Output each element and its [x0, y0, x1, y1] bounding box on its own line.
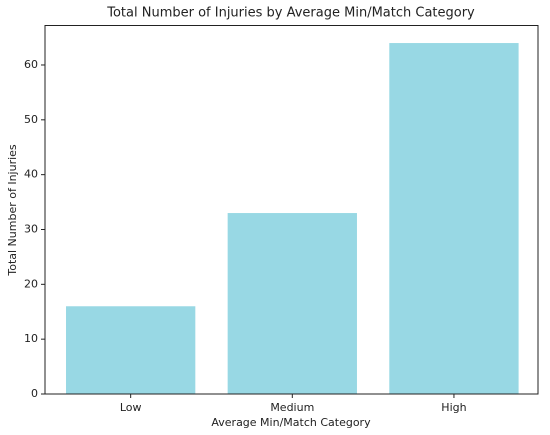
plot-frame	[44, 25, 539, 395]
y-tick-label: 10	[24, 332, 38, 345]
y-tick-label: 60	[24, 58, 38, 71]
bar	[389, 43, 519, 395]
x-tick-label: High	[441, 401, 466, 414]
y-tick-label: 50	[24, 113, 38, 126]
x-axis-label: Average Min/Match Category	[211, 416, 371, 429]
y-axis-label: Total Number of Injuries	[6, 144, 19, 277]
y-tick-label: 40	[24, 168, 38, 181]
y-tick-label: 30	[24, 222, 38, 235]
y-tick-label: 0	[31, 387, 38, 400]
chart-title: Total Number of Injuries by Average Min/…	[106, 6, 475, 21]
x-tick-label: Medium	[270, 401, 314, 414]
bar	[227, 213, 357, 394]
x-tick-label: Low	[120, 401, 142, 414]
y-tick-label: 20	[24, 277, 38, 290]
bar	[66, 306, 196, 394]
